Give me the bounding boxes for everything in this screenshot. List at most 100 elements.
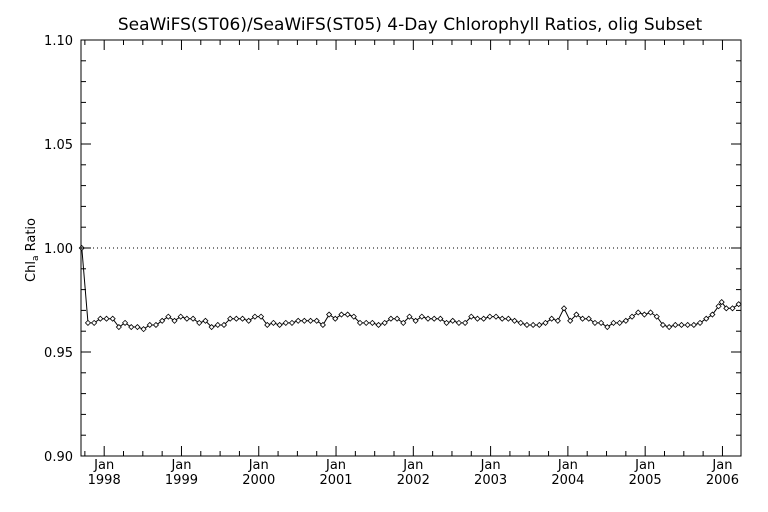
data-point	[585, 315, 592, 322]
data-point	[412, 317, 419, 324]
y-tick-label: 1.00	[44, 242, 73, 257]
data-point	[159, 317, 166, 324]
data-point	[146, 321, 153, 329]
data-point	[381, 319, 388, 326]
data-point	[604, 323, 611, 331]
x-tick-label-month: Jan	[325, 458, 346, 473]
x-tick-label-year: 1998	[88, 473, 121, 488]
data-point	[443, 319, 450, 326]
data-point	[684, 321, 691, 329]
data-point	[567, 317, 574, 324]
x-tick-label-month: Jan	[711, 458, 732, 473]
data-point	[431, 315, 438, 322]
data-point	[406, 313, 413, 320]
data-point	[735, 301, 742, 308]
data-point	[264, 321, 271, 329]
data-point	[307, 317, 314, 324]
data-point	[140, 326, 147, 333]
data-point	[530, 321, 537, 329]
data-point	[647, 309, 654, 316]
data-point	[350, 313, 357, 320]
data-point	[610, 319, 617, 326]
x-tick-label-year: 2003	[474, 473, 507, 488]
y-tick-label: 0.90	[44, 450, 73, 465]
data-point	[598, 319, 605, 326]
data-point	[690, 321, 697, 329]
data-point	[356, 319, 364, 326]
data-point	[729, 305, 736, 312]
data-point	[437, 315, 444, 322]
y-tick-label: 1.05	[44, 138, 73, 153]
data-point	[462, 319, 469, 326]
x-tick-label-year: 2006	[706, 473, 739, 488]
data-point	[103, 315, 110, 322]
data-point	[468, 313, 475, 320]
data-point	[424, 315, 432, 322]
data-point	[659, 321, 667, 329]
data-point	[622, 317, 629, 324]
data-point	[709, 311, 716, 318]
data-point	[573, 311, 580, 318]
data-point	[455, 319, 462, 326]
data-point	[523, 321, 530, 329]
data-point	[480, 315, 487, 322]
data-point	[635, 309, 642, 316]
data-point	[499, 315, 506, 322]
data-point	[202, 317, 209, 324]
data-point	[245, 317, 252, 324]
data-point	[326, 311, 333, 318]
x-tick-label-month: Jan	[248, 458, 269, 473]
data-point	[183, 315, 190, 322]
data-point	[560, 305, 568, 312]
data-point	[678, 321, 685, 329]
data-point	[723, 305, 730, 312]
plot-frame	[80, 39, 742, 457]
data-point	[282, 319, 289, 326]
data-point	[703, 315, 710, 322]
data-point	[189, 315, 197, 322]
data-point	[208, 323, 215, 331]
data-point	[641, 311, 648, 318]
data-point	[375, 321, 382, 329]
data-point	[486, 313, 493, 320]
y-axis-label-subscript: a	[31, 256, 41, 262]
y-axis-label-main: Chl	[24, 261, 39, 282]
data-point	[115, 323, 122, 331]
y-tick-label: 0.95	[44, 346, 73, 361]
data-point	[301, 317, 308, 324]
data-point	[177, 313, 184, 320]
data-point	[233, 315, 240, 322]
data-point	[628, 313, 636, 320]
x-tick-label-month: Jan	[93, 458, 114, 473]
data-point	[591, 319, 598, 326]
axes-layer: 0.900.951.001.051.10Jan1998Jan1999Jan200…	[44, 34, 742, 488]
x-tick-label-year: 2001	[319, 473, 352, 488]
data-point	[121, 319, 129, 326]
data-point	[84, 319, 92, 326]
data-point	[152, 321, 160, 329]
data-point	[288, 319, 296, 326]
data-point	[338, 311, 345, 318]
series-layer	[78, 244, 742, 333]
data-point	[258, 313, 265, 320]
data-point	[313, 317, 320, 324]
x-tick-label-month: Jan	[634, 458, 655, 473]
data-point	[666, 323, 673, 331]
data-point	[418, 313, 425, 320]
data-point	[474, 315, 481, 322]
data-point	[214, 321, 221, 329]
data-point	[91, 319, 98, 326]
data-point	[505, 315, 512, 322]
y-tick-label: 1.10	[44, 34, 73, 49]
data-point	[344, 311, 351, 318]
data-point	[251, 313, 258, 320]
data-point	[220, 321, 228, 329]
data-point	[696, 319, 704, 326]
data-point	[295, 317, 302, 324]
y-axis-label-tail: Ratio	[24, 218, 39, 256]
x-tick-label-year: 2002	[397, 473, 430, 488]
data-point	[579, 315, 586, 322]
x-tick-label-year: 2004	[551, 473, 584, 488]
data-point	[171, 317, 178, 324]
